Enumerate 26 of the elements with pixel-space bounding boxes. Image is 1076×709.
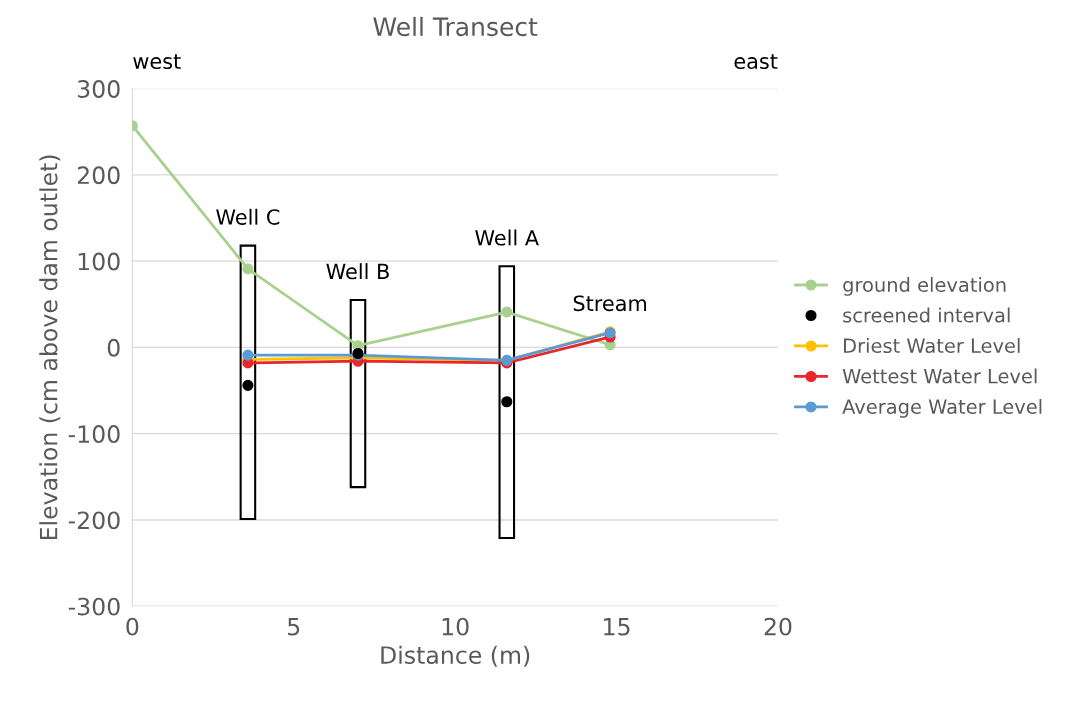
legend-label: screened interval bbox=[843, 307, 1010, 323]
y-tick-label: 300 bbox=[77, 80, 120, 98]
annotation: Well B bbox=[326, 263, 389, 280]
y-tick-label: -100 bbox=[68, 425, 120, 443]
y-tick-label: 0 bbox=[107, 338, 120, 357]
annotation: Stream bbox=[573, 295, 647, 312]
legend-label: Average Water Level bbox=[842, 398, 1042, 418]
x-tick-label: 20 bbox=[764, 617, 792, 636]
legend-label: ground elevation bbox=[843, 277, 1006, 296]
y-tick-label: 200 bbox=[77, 166, 120, 185]
legend-label: Wettest Water Level bbox=[842, 368, 1037, 384]
x-tick-label: 15 bbox=[604, 618, 630, 636]
y-tick-label: -200 bbox=[68, 511, 120, 530]
x-tick-label: 5 bbox=[288, 618, 300, 636]
x-tick-label: 10 bbox=[442, 617, 469, 636]
y-tick-label: -300 bbox=[68, 597, 120, 616]
annotation: Well C bbox=[216, 208, 280, 225]
x-axis-title: Distance (m) bbox=[381, 645, 530, 667]
x-tick-label: 0 bbox=[126, 617, 139, 636]
annotation: Well A bbox=[475, 229, 539, 246]
text: east bbox=[734, 54, 778, 70]
chart-title: Well Transect bbox=[373, 16, 538, 37]
y-tick-label: 100 bbox=[78, 252, 120, 271]
legend-label: Driest Water Level bbox=[844, 338, 1020, 354]
y-axis-title: Elevation (cm above dam outlet) bbox=[39, 155, 61, 540]
text: west bbox=[133, 54, 181, 70]
